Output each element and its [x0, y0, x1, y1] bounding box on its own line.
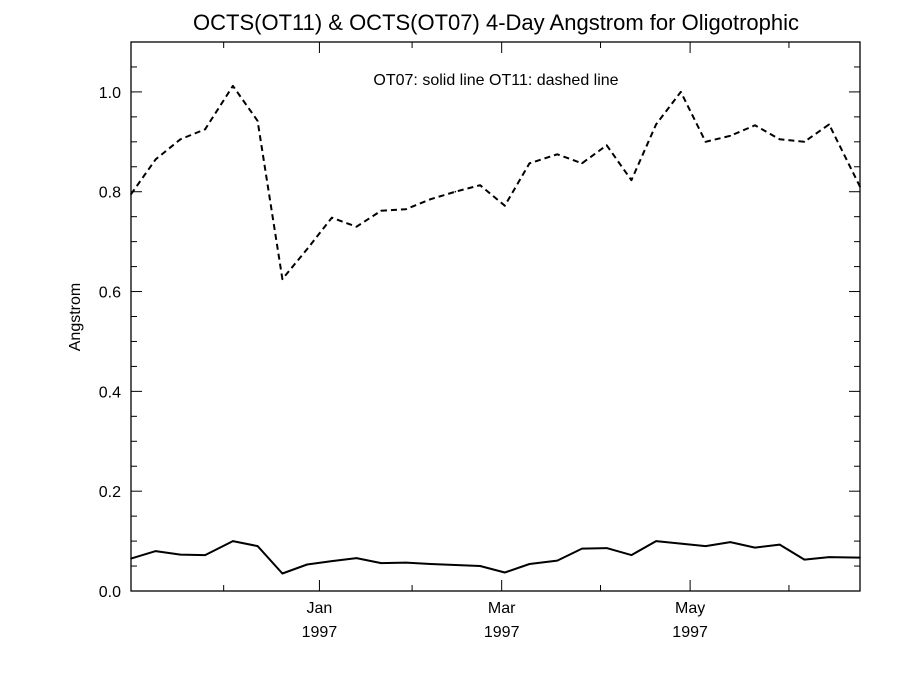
data-point-ot11	[630, 179, 633, 182]
data-point-ot11	[130, 193, 132, 196]
x-tick-year-label: 1997	[302, 624, 338, 641]
data-point-ot07	[256, 545, 259, 547]
data-point-ot07	[281, 572, 284, 575]
axis-ticks: 0.0 0.2 0.4 0.6 0.8 1.0 Jan 1997 Mar 1997 May 1997	[99, 41, 860, 641]
x-tick-year-label: 1997	[484, 624, 520, 641]
x-tick-month-label: Jan	[307, 600, 333, 617]
plot-frame	[130, 41, 861, 592]
line-style-legend-note: OT07: solid line OT11: dashed line	[373, 72, 618, 89]
data-point-ot11	[330, 216, 333, 219]
data-point-ot11	[479, 184, 481, 187]
series-line-ot07	[130, 540, 861, 575]
data-point-ot07	[581, 547, 583, 550]
data-point-ot07	[630, 554, 633, 556]
data-point-ot11	[355, 225, 358, 228]
data-point-ot11	[778, 138, 781, 141]
data-point-ot07	[605, 547, 608, 549]
y-tick-label: 0.2	[99, 484, 121, 501]
data-point-ot11	[503, 204, 506, 207]
data-point-ot07	[179, 553, 182, 556]
x-tick-month-label: Mar	[488, 600, 516, 617]
y-tick-label: 1.0	[99, 85, 121, 102]
data-point-ot07	[380, 562, 383, 564]
data-point-ot11	[232, 85, 234, 87]
data-point-ot07	[330, 560, 333, 562]
data-point-ot07	[704, 545, 707, 547]
data-point-ot11	[405, 208, 407, 210]
x-tick-month-label: May	[675, 600, 705, 617]
data-point-ot07	[306, 563, 308, 566]
data-point-ot11	[204, 128, 206, 131]
data-point-ot11	[754, 124, 756, 127]
data-point-ot11	[655, 123, 657, 126]
data-point-ot11	[729, 135, 732, 137]
data-point-ot07	[503, 571, 506, 574]
data-point-ot07	[355, 557, 358, 559]
data-point-ot11	[306, 248, 308, 250]
data-point-ot11	[256, 120, 259, 122]
x-tick-year-label: 1997	[672, 624, 708, 641]
data-point-ot07	[479, 565, 481, 567]
data-point-ot11	[528, 162, 531, 165]
chart-title: OCTS(OT11) & OCTS(OT07) 4-Day Angstrom f…	[193, 10, 799, 35]
data-point-ot07	[680, 542, 682, 545]
data-point-ot11	[154, 158, 157, 161]
data-point-ot07	[454, 564, 457, 566]
y-axis-label: Angstrom	[67, 283, 84, 351]
data-point-ot11	[556, 153, 559, 156]
data-point-ot11	[680, 91, 682, 93]
data-point-ot07	[754, 546, 756, 549]
data-point-ot07	[154, 550, 157, 552]
data-point-ot07	[859, 556, 861, 559]
data-point-ot11	[803, 141, 806, 143]
data-point-ot11	[179, 138, 182, 141]
y-tick-label: 0.0	[99, 584, 121, 601]
data-point-ot11	[429, 198, 432, 201]
data-point-ot07	[130, 557, 132, 560]
data-point-ot07	[556, 559, 559, 562]
data-point-ot07	[204, 554, 206, 556]
data-point-ot07	[655, 540, 657, 542]
data-point-ot07	[803, 558, 806, 561]
data-point-ot11	[380, 209, 383, 212]
data-point-ot07	[232, 540, 234, 542]
series-lines	[130, 84, 861, 575]
data-point-ot11	[605, 144, 608, 147]
data-point-ot11	[704, 141, 707, 143]
y-tick-label: 0.6	[99, 285, 121, 302]
data-point-ot07	[528, 563, 531, 565]
data-point-ot11	[859, 185, 861, 188]
series-line-ot11	[130, 84, 861, 281]
data-point-ot07	[429, 563, 432, 565]
data-point-ot07	[729, 541, 732, 543]
data-point-ot11	[581, 162, 583, 165]
data-point-ot11	[281, 278, 284, 280]
data-point-ot07	[778, 543, 781, 546]
y-tick-label: 0.4	[99, 384, 121, 401]
data-point-ot07	[828, 556, 830, 558]
data-point-ot11	[454, 190, 457, 193]
y-tick-label: 0.8	[99, 185, 121, 202]
data-point-ot11	[828, 123, 830, 126]
data-point-ot07	[405, 561, 407, 564]
